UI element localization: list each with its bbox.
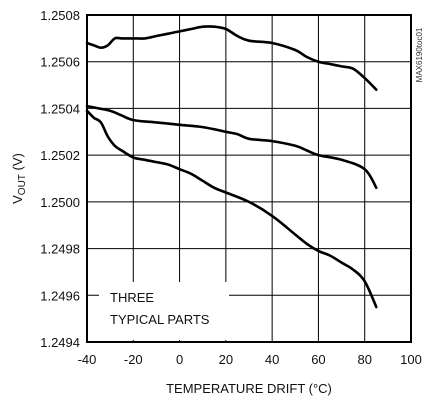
series-lines (87, 26, 376, 307)
annotation-line-1: THREE (110, 290, 154, 305)
x-tick-label: 80 (357, 352, 371, 367)
annotation-line-2: TYPICAL PARTS (110, 312, 210, 327)
series-line-1 (87, 26, 376, 89)
x-tick-label: -20 (124, 352, 143, 367)
x-tick-label: 100 (400, 352, 422, 367)
x-tick-label: 60 (311, 352, 325, 367)
x-tick-label: 20 (219, 352, 233, 367)
y-axis-label-main: V (10, 195, 25, 204)
series-line-3 (87, 111, 376, 307)
y-tick-label: 1.2502 (40, 148, 80, 163)
x-tick-label: 40 (265, 352, 279, 367)
y-axis-label-unit: (V) (10, 153, 25, 174)
figure-code: MAX6190toc01 (415, 27, 424, 82)
y-tick-label: 1.2498 (40, 242, 80, 257)
x-axis-ticks: -40 -20 0 20 40 60 80 100 (78, 352, 422, 367)
y-tick-label: 1.2494 (40, 335, 80, 350)
y-axis-label: VOUT (V) (10, 153, 28, 204)
x-tick-label: -40 (78, 352, 97, 367)
y-tick-label: 1.2508 (40, 8, 80, 23)
y-axis-ticks: 1.2494 1.2496 1.2498 1.2500 1.2502 1.2504 1.25… (40, 8, 80, 350)
y-tick-label: 1.2504 (40, 101, 80, 116)
x-tick-label: 0 (176, 352, 183, 367)
x-axis-label: TEMPERATURE DRIFT (°C) (166, 381, 332, 396)
series-line-2 (87, 106, 376, 188)
y-tick-label: 1.2496 (40, 288, 80, 303)
y-axis-label-subscript: OUT (17, 174, 28, 195)
y-tick-label: 1.2500 (40, 195, 80, 210)
y-tick-label: 1.2506 (40, 55, 80, 70)
